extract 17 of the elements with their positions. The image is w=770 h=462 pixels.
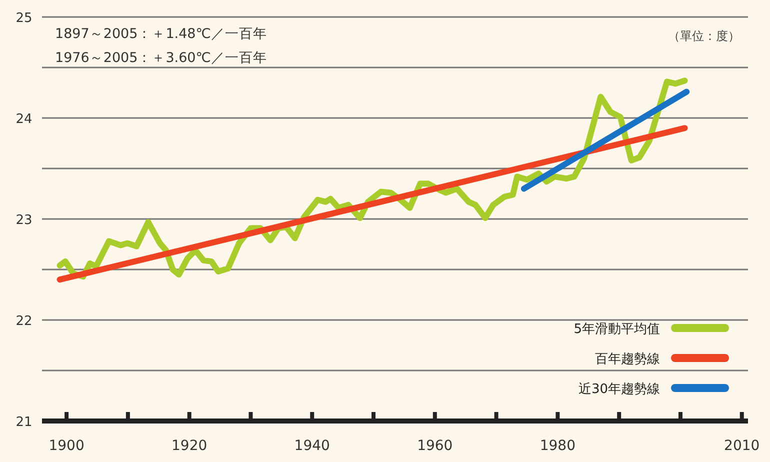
legend-label: 百年趨勢線 — [595, 352, 660, 367]
y-tick-label: 25 — [16, 11, 32, 26]
x-tick-label: 1980 — [540, 438, 576, 454]
x-tick-label: 1920 — [172, 438, 208, 454]
legend-label: 5年滑動平均值 — [574, 322, 660, 337]
x-tick-label: 1900 — [48, 438, 84, 454]
x-tick-label: 1960 — [417, 438, 453, 454]
annotation: （單位：度） — [668, 29, 740, 43]
legend-label: 近30年趨勢線 — [578, 382, 660, 397]
x-tick-label: 1940 — [294, 438, 330, 454]
x-tick-label: 2010 — [724, 438, 760, 454]
annotation: 1976～2005：＋3.60℃／一百年 — [55, 50, 267, 66]
y-tick-label: 21 — [16, 415, 32, 430]
y-tick-label: 22 — [16, 314, 32, 329]
y-tick-label: 24 — [16, 112, 32, 127]
y-tick-label: 23 — [16, 213, 32, 228]
annotation: 1897～2005：＋1.48℃／一百年 — [55, 26, 267, 42]
